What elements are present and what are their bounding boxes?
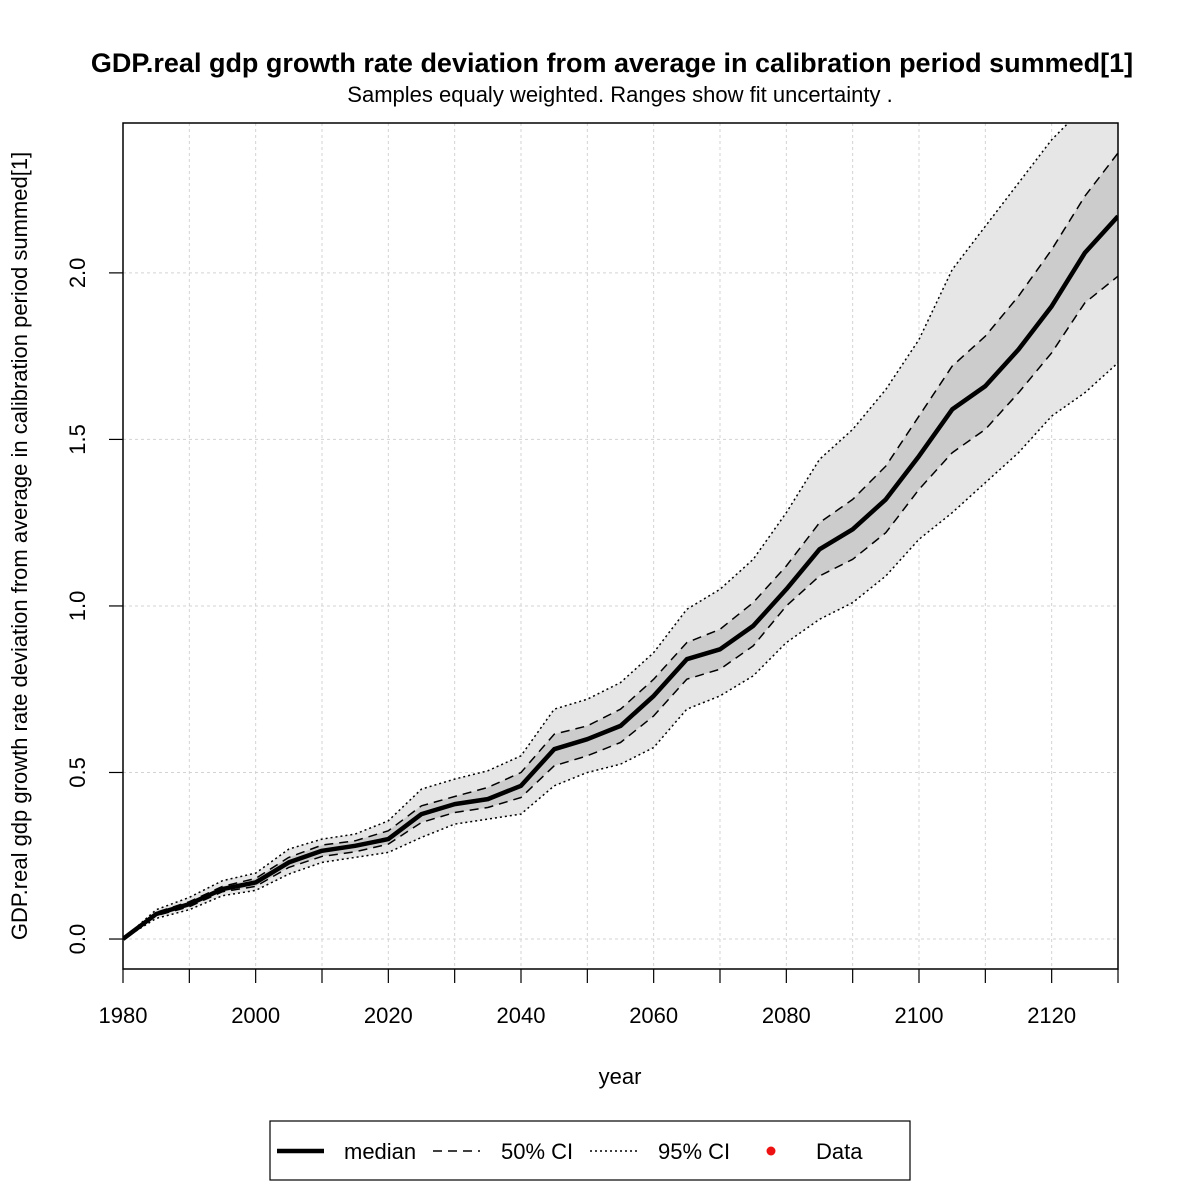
x-axis: 1980 2000 2020 2040 2060 2080 2100 2120 [99, 969, 1119, 1028]
y-tick-label: 1.5 [65, 424, 90, 455]
chart-title: GDP.real gdp growth rate deviation from … [91, 48, 1133, 78]
y-axis: 0.0 0.5 1.0 1.5 2.0 [65, 258, 123, 955]
legend-95ci-label: 95% CI [658, 1139, 730, 1164]
y-tick-label: 0.0 [65, 924, 90, 955]
legend-data-marker [766, 1146, 776, 1156]
x-tick-label: 1980 [99, 1003, 148, 1028]
y-tick-label: 0.5 [65, 757, 90, 788]
series-line-median [123, 214, 1118, 941]
x-tick-label: 2000 [231, 1003, 280, 1028]
legend-50ci-label: 50% CI [501, 1139, 573, 1164]
x-tick-label: 2080 [762, 1003, 811, 1028]
y-tick-label: 2.0 [65, 258, 90, 289]
legend: median 50% CI 95% CI Data [269, 1120, 911, 1181]
legend-median-label: median [344, 1139, 416, 1164]
x-tick-label: 2100 [895, 1003, 944, 1028]
plot-frame [122, 122, 1119, 970]
band-95ci [123, 123, 1118, 939]
x-tick-label: 2120 [1027, 1003, 1076, 1028]
x-tick-label: 2020 [364, 1003, 413, 1028]
series-line-50-ci-lower [123, 275, 1118, 940]
confidence-bands [123, 123, 1118, 939]
series-lines [123, 123, 1118, 941]
x-tick-label: 2060 [629, 1003, 678, 1028]
x-tick-label: 2040 [497, 1003, 546, 1028]
series-line-95-ci-lower [123, 362, 1118, 940]
chart-subtitle: Samples equaly weighted. Ranges show fit… [347, 82, 892, 107]
y-tick-label: 1.0 [65, 591, 90, 622]
x-axis-label: year [599, 1064, 642, 1089]
legend-data-label: Data [816, 1139, 863, 1164]
series-line-95-ci-upper [123, 123, 1070, 940]
y-axis-label: GDP.real gdp growth rate deviation from … [7, 152, 32, 940]
series-line-50-ci-upper [123, 152, 1118, 940]
